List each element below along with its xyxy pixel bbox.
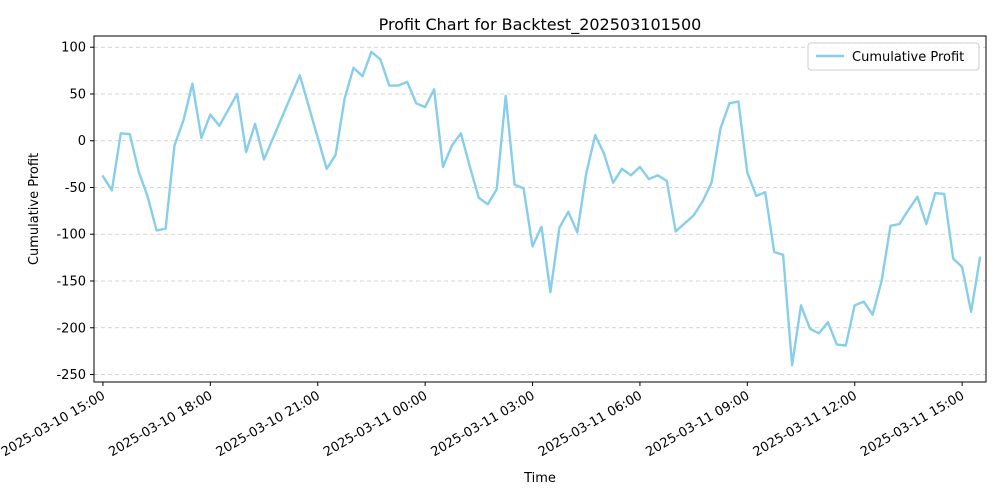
legend-label: Cumulative Profit bbox=[852, 50, 964, 65]
x-tick-label: 2025-03-10 21:00 bbox=[214, 388, 323, 460]
plot-frame bbox=[93, 35, 987, 383]
x-tick-label: 2025-03-11 12:00 bbox=[751, 388, 860, 460]
x-tick-label: 2025-03-11 03:00 bbox=[429, 388, 538, 460]
y-tick-label: -200 bbox=[56, 321, 86, 336]
x-tick-label: 2025-03-11 06:00 bbox=[536, 388, 645, 460]
y-axis-ticks: 100 50 0 -50 -100 -150 -200 -250 bbox=[56, 41, 94, 383]
chart-title: Profit Chart for Backtest_202503101500 bbox=[379, 15, 702, 35]
x-tick-label: 2025-03-11 00:00 bbox=[321, 388, 430, 460]
y-tick-label: 50 bbox=[69, 87, 86, 102]
chart-legend: Cumulative Profit bbox=[807, 42, 980, 71]
x-tick-label: 2025-03-11 15:00 bbox=[858, 388, 967, 460]
y-axis-title: Cumulative Profit bbox=[27, 153, 42, 265]
x-tick-label: 2025-03-10 15:00 bbox=[0, 388, 108, 460]
series-layer bbox=[101, 50, 982, 367]
y-tick-label: 100 bbox=[61, 41, 86, 56]
y-tick-label: -150 bbox=[56, 275, 86, 290]
grid-lines bbox=[94, 46, 986, 375]
legend-box bbox=[807, 42, 980, 71]
y-tick-label: -50 bbox=[65, 181, 86, 196]
y-tick-label: -250 bbox=[56, 368, 86, 383]
y-tick-label: -100 bbox=[56, 228, 86, 243]
series-line-cumulative-profit bbox=[101, 50, 982, 367]
x-axis-title: Time bbox=[523, 471, 556, 486]
y-tick-label: 0 bbox=[78, 134, 86, 149]
x-tick-label: 2025-03-10 18:00 bbox=[106, 388, 215, 460]
x-tick-label: 2025-03-11 09:00 bbox=[643, 388, 752, 460]
